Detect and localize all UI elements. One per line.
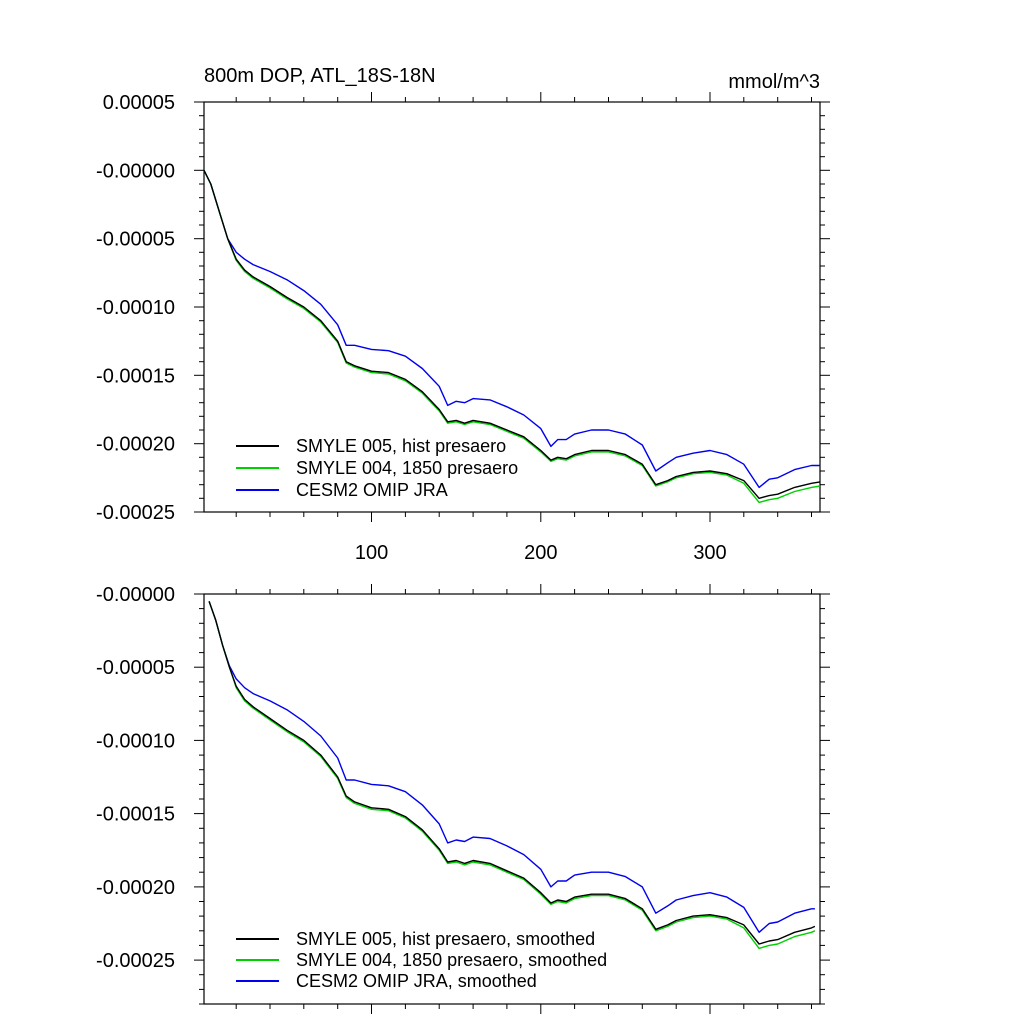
legend-label: SMYLE 004, 1850 presaero, smoothed (296, 950, 607, 970)
series-line-1 (208, 601, 816, 950)
legend-label: SMYLE 005, hist presaero (296, 436, 506, 456)
legend-label: CESM2 OMIP JRA (296, 480, 448, 500)
legend-label: SMYLE 004, 1850 presaero (296, 458, 518, 478)
y-tick-label: 0.00005 (103, 92, 175, 114)
x-tick-label: 200 (524, 542, 557, 564)
series-line-1 (203, 169, 821, 504)
series-line-0 (203, 169, 821, 499)
series-line-0 (208, 601, 816, 945)
panel-top: 800m DOP, ATL_18S-18N mmol/m^3 100 200 300… (96, 65, 830, 564)
y-tick-label: -0.00005 (96, 229, 175, 251)
panel-bottom: -0.00000 -0.00005 -0.00010 -0.00015 -0.00020… (96, 584, 830, 1014)
y-tick-label: -0.00020 (96, 434, 175, 456)
y-tick-label: -0.00000 (96, 584, 175, 606)
y-tick-label: -0.00025 (96, 502, 175, 524)
legend-label: CESM2 OMIP JRA, smoothed (296, 971, 537, 991)
legend-label: SMYLE 005, hist presaero, smoothed (296, 929, 595, 949)
x-tick-label: 300 (693, 542, 726, 564)
y-tick-label: -0.00020 (96, 877, 175, 899)
units-label: mmol/m^3 (728, 71, 820, 93)
y-tick-label: -0.00010 (96, 730, 175, 752)
y-tick-label: -0.00000 (96, 160, 175, 182)
y-tick-label: -0.00005 (96, 657, 175, 679)
chart-title: 800m DOP, ATL_18S-18N (204, 65, 436, 87)
y-tick-label: -0.00025 (96, 950, 175, 972)
x-tick-label: 100 (355, 542, 388, 564)
series-line-2 (203, 169, 820, 489)
y-tick-label: -0.00010 (96, 297, 175, 319)
series-line-2 (208, 601, 815, 933)
y-tick-label: -0.00015 (96, 365, 175, 387)
y-tick-label: -0.00015 (96, 804, 175, 826)
